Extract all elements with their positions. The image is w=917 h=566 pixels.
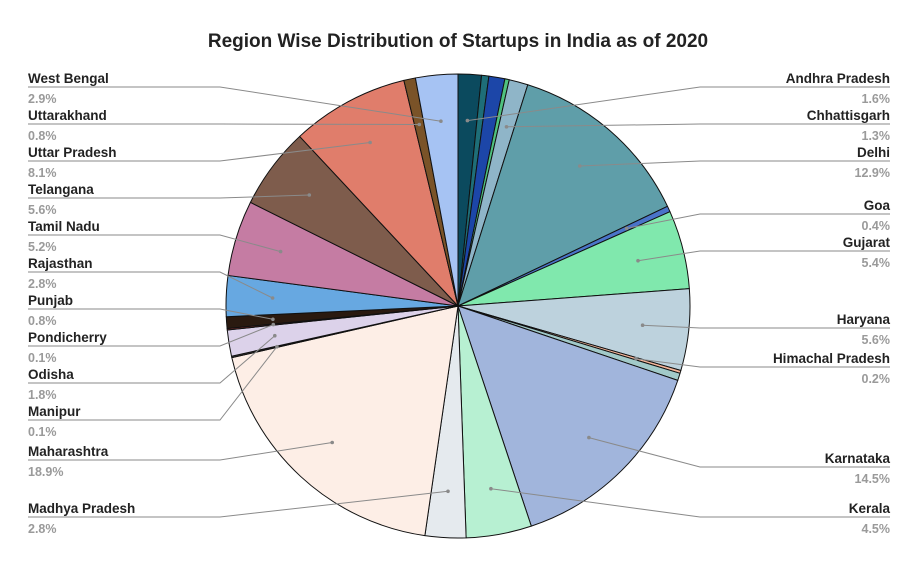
label-maharashtra: Maharashtra (28, 444, 109, 459)
leader-dot-odisha (273, 333, 277, 338)
label-goa: Goa (864, 198, 891, 213)
pct-telangana: 5.6% (28, 203, 57, 217)
pie-slice-delhi (457, 84, 668, 307)
leader-line-madhya-pradesh (28, 490, 449, 518)
leader-line-himachal-pradesh (635, 358, 890, 368)
label-odisha: Odisha (28, 367, 74, 382)
label-west-bengal: West Bengal (28, 71, 109, 86)
leader-dot-haryana (640, 323, 645, 328)
pct-goa: 0.4% (862, 219, 891, 233)
leader-dot-madhya-pradesh (446, 489, 450, 494)
label-punjab: Punjab (28, 293, 73, 308)
leader-dot-uttarakhand (417, 122, 422, 127)
pie-slice-maharashtra (231, 305, 459, 537)
leader-dot-uttar-pradesh (368, 140, 372, 145)
pct-rajasthan: 2.8% (28, 277, 57, 291)
leader-line-punjab (28, 308, 273, 320)
leader-dot-delhi (578, 164, 582, 168)
label-chhattisgarh: Chhattisgarh (807, 108, 890, 123)
leader-dot-kerala (489, 486, 493, 491)
leader-dot-tamil-nadu (278, 249, 283, 254)
pct-west-bengal: 2.9% (28, 92, 57, 106)
label-pondicherry: Pondicherry (28, 330, 107, 345)
label-gujarat: Gujarat (843, 235, 891, 250)
pct-punjab: 0.8% (28, 314, 57, 328)
chart-title: Region Wise Distribution of Startups in … (208, 31, 708, 52)
pct-delhi: 12.9% (855, 166, 890, 180)
leader-line-delhi (579, 160, 890, 167)
leader-line-andhra-pradesh (467, 86, 890, 122)
pie-slice-karnataka (457, 305, 679, 527)
label-andhra-pradesh: Andhra Pradesh (786, 71, 890, 86)
label-delhi: Delhi (857, 145, 890, 160)
leader-dot-rajasthan (270, 296, 275, 300)
leader-dot-karnataka (587, 435, 591, 440)
label-tamil-nadu: Tamil Nadu (28, 219, 100, 234)
leader-line-manipur (28, 346, 278, 421)
leader-line-chhattisgarh (506, 123, 890, 128)
leader-line-telangana (28, 194, 310, 199)
leader-line-pondicherry (28, 324, 274, 347)
pct-chhattisgarh: 1.3% (862, 129, 891, 143)
leader-line-uttar-pradesh (28, 142, 371, 162)
leader-line-west-bengal (28, 86, 441, 122)
pct-karnataka: 14.5% (855, 472, 890, 486)
pct-himachal-pradesh: 0.2% (862, 372, 891, 386)
leader-line-rajasthan (28, 271, 273, 299)
leader-dot-andhra-pradesh (465, 118, 470, 123)
pct-maharashtra: 18.9% (28, 465, 63, 479)
leader-dot-punjab (271, 317, 275, 322)
label-karnataka: Karnataka (825, 451, 891, 466)
leader-line-kerala (490, 488, 890, 518)
leader-dot-west-bengal (439, 119, 443, 123)
pct-tamil-nadu: 5.2% (28, 240, 57, 254)
label-kerala: Kerala (849, 501, 891, 516)
leader-line-karnataka (588, 437, 890, 468)
leader-line-uttarakhand (28, 123, 420, 125)
pie-slices (225, 73, 691, 539)
leader-dot-pondicherry (271, 322, 276, 327)
leader-line-haryana (642, 324, 890, 329)
leader-dot-goa (624, 226, 629, 231)
pct-manipur: 0.1% (28, 425, 57, 439)
pct-gujarat: 5.4% (862, 256, 891, 270)
pct-andhra-pradesh: 1.6% (862, 92, 891, 106)
leader-dot-manipur (275, 344, 279, 349)
leader-dot-telangana (307, 193, 312, 197)
leader-line-goa (626, 213, 890, 229)
label-telangana: Telangana (28, 182, 94, 197)
leader-line-tamil-nadu (28, 234, 281, 253)
leader-dot-gujarat (636, 258, 640, 263)
pct-odisha: 1.8% (28, 388, 57, 402)
label-uttar-pradesh: Uttar Pradesh (28, 145, 117, 160)
pct-haryana: 5.6% (862, 333, 891, 347)
pie-slice-west-bengal (414, 73, 459, 307)
pct-kerala: 4.5% (862, 522, 891, 536)
leader-dot-chhattisgarh (504, 125, 509, 129)
leader-lines (28, 86, 890, 518)
label-manipur: Manipur (28, 404, 81, 419)
label-haryana: Haryana (837, 312, 891, 327)
label-uttarakhand: Uttarakhand (28, 108, 107, 123)
leader-dot-himachal-pradesh (634, 356, 638, 361)
leader-line-gujarat (637, 250, 890, 262)
leader-dot-maharashtra (330, 440, 335, 445)
pct-madhya-pradesh: 2.8% (28, 522, 57, 536)
leader-line-maharashtra (28, 442, 333, 461)
label-madhya-pradesh: Madhya Pradesh (28, 501, 135, 516)
leader-line-odisha (28, 335, 276, 384)
pct-pondicherry: 0.1% (28, 351, 57, 365)
label-rajasthan: Rajasthan (28, 256, 93, 271)
pct-uttarakhand: 0.8% (28, 129, 57, 143)
pie-slice-uttar-pradesh (299, 79, 459, 307)
label-himachal-pradesh: Himachal Pradesh (773, 351, 890, 366)
pct-uttar-pradesh: 8.1% (28, 166, 57, 180)
slice-labels: Andhra Pradesh 1.6% Chhattisgarh 1.3% Delhi 1… (28, 71, 891, 536)
